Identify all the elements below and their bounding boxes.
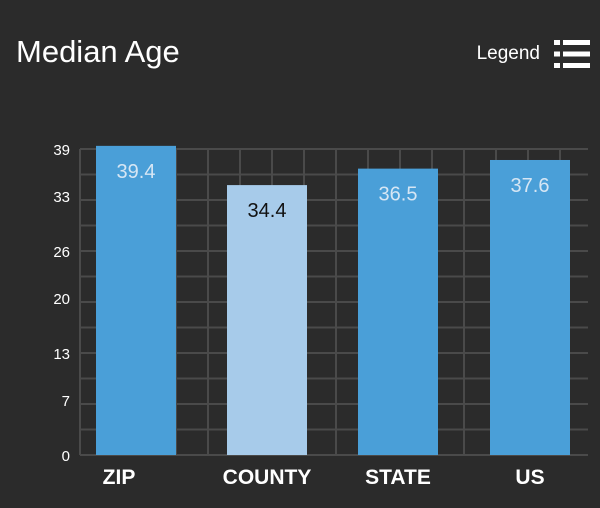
x-tick-label: STATE [365,466,431,489]
chart-title: Median Age [16,34,180,69]
legend-toggle-button[interactable]: Legend [477,38,590,70]
y-tick-label: 0 [62,448,70,465]
bar-county[interactable] [227,185,307,456]
bar-zip[interactable] [96,145,176,455]
y-axis: 0 7 13 20 26 33 39 [53,142,70,465]
data-label: 37.6 [511,175,550,197]
list-icon[interactable] [554,38,590,70]
x-tick-label: US [515,466,544,489]
y-tick-label: 13 [53,346,70,363]
y-tick-label: 20 [53,291,70,308]
data-label: 34.4 [248,200,287,222]
bar-us[interactable] [490,159,570,455]
x-axis: ZIP COUNTY STATE US [103,466,545,489]
legend-label: Legend [476,43,540,64]
data-label: 36.5 [379,184,418,206]
data-label: 39.4 [117,161,156,183]
x-tick-label: ZIP [103,466,136,489]
y-tick-label: 7 [62,393,70,410]
y-tick-label: 33 [53,189,70,206]
bar-state[interactable] [358,168,438,455]
y-tick-label: 39 [53,142,70,159]
y-tick-label: 26 [53,244,70,261]
bars: 39.4 34.4 36.5 37.6 [96,145,570,456]
x-tick-label: COUNTY [223,466,312,489]
